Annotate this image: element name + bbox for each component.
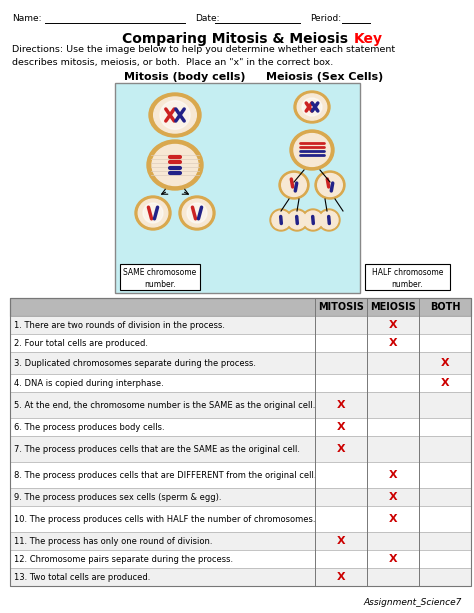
Text: Comparing Mitosis & Meiosis: Comparing Mitosis & Meiosis [121,32,353,46]
Text: 13. Two total cells are produced.: 13. Two total cells are produced. [14,573,150,582]
Text: 5. At the end, the chromosome number is the SAME as the original cell.: 5. At the end, the chromosome number is … [14,400,315,409]
Text: X: X [389,338,397,348]
Ellipse shape [294,134,330,166]
Ellipse shape [294,91,330,123]
Text: Mitosis (body cells): Mitosis (body cells) [124,72,246,82]
Ellipse shape [320,211,338,229]
Bar [10,418,471,436]
Text: X: X [389,514,397,524]
Text: Assignment_Science7: Assignment_Science7 [364,598,462,607]
Text: 6. The process produces body cells.: 6. The process produces body cells. [14,422,164,432]
Text: Date:: Date: [195,14,219,23]
Text: X: X [337,400,346,410]
Text: Period:: Period: [310,14,341,23]
Text: 2. Four total cells are produced.: 2. Four total cells are produced. [14,338,148,348]
Ellipse shape [160,101,190,129]
Ellipse shape [288,211,306,229]
Bar [10,462,471,488]
Ellipse shape [290,130,334,170]
Text: MITOSIS: MITOSIS [318,302,364,312]
Text: X: X [389,554,397,564]
Text: 11. The process has only one round of division.: 11. The process has only one round of di… [14,536,212,546]
Text: MEIOSIS: MEIOSIS [370,302,416,312]
Text: X: X [389,470,397,480]
Text: 4. DNA is copied during interphase.: 4. DNA is copied during interphase. [14,378,164,387]
Ellipse shape [282,173,306,197]
Text: Directions: Use the image below to help you determine whether each statement
des: Directions: Use the image below to help … [12,45,395,66]
Text: X: X [337,572,346,582]
Text: X: X [337,422,346,432]
Ellipse shape [302,209,324,231]
Text: 3. Duplicated chromosomes separate during the process.: 3. Duplicated chromosomes separate durin… [14,359,256,368]
Ellipse shape [315,171,345,199]
Bar [10,298,471,316]
Bar [10,374,471,392]
Bar [10,298,471,586]
Text: Name:: Name: [12,14,42,23]
Ellipse shape [179,196,215,230]
Text: X: X [389,492,397,502]
Text: X: X [337,536,346,546]
Bar [10,488,471,506]
Ellipse shape [286,209,308,231]
Text: X: X [441,378,449,388]
Ellipse shape [297,94,327,120]
Bar [115,83,360,293]
Ellipse shape [318,173,342,197]
Bar [10,392,471,418]
Bar [10,506,471,532]
Ellipse shape [272,211,290,229]
Text: Key: Key [354,32,383,46]
Text: BOTH: BOTH [430,302,460,312]
Ellipse shape [143,203,163,223]
Text: 9. The process produces sex cells (sperm & egg).: 9. The process produces sex cells (sperm… [14,492,221,501]
Bar [120,264,200,290]
Text: Meiosis (Sex Cells): Meiosis (Sex Cells) [266,72,383,82]
Ellipse shape [154,97,196,133]
Ellipse shape [270,209,292,231]
Text: X: X [337,444,346,454]
Ellipse shape [304,211,322,229]
Bar [10,550,471,568]
Bar [10,532,471,550]
Ellipse shape [182,199,212,227]
Ellipse shape [318,209,340,231]
Ellipse shape [149,93,201,137]
Bar [10,568,471,586]
Text: 1. There are two rounds of division in the process.: 1. There are two rounds of division in t… [14,321,225,330]
Text: 8. The process produces cells that are DIFFERENT from the original cell.: 8. The process produces cells that are D… [14,471,317,479]
Bar [10,334,471,352]
Ellipse shape [279,171,309,199]
Text: X: X [389,320,397,330]
Ellipse shape [302,98,322,116]
Text: 10. The process produces cells with HALF the number of chromosomes.: 10. The process produces cells with HALF… [14,514,316,524]
Text: SAME chromosome
number.: SAME chromosome number. [123,268,197,289]
Bar [10,316,471,334]
Bar [365,264,450,290]
Bar [10,352,471,374]
Ellipse shape [138,199,168,227]
Bar [10,436,471,462]
Text: HALF chromosome
number.: HALF chromosome number. [372,268,443,289]
Ellipse shape [187,203,207,223]
Ellipse shape [135,196,171,230]
Text: 12. Chromosome pairs separate during the process.: 12. Chromosome pairs separate during the… [14,555,233,563]
Ellipse shape [147,140,203,190]
Text: 7. The process produces cells that are the SAME as the original cell.: 7. The process produces cells that are t… [14,444,300,454]
Text: X: X [441,358,449,368]
Ellipse shape [152,145,198,186]
